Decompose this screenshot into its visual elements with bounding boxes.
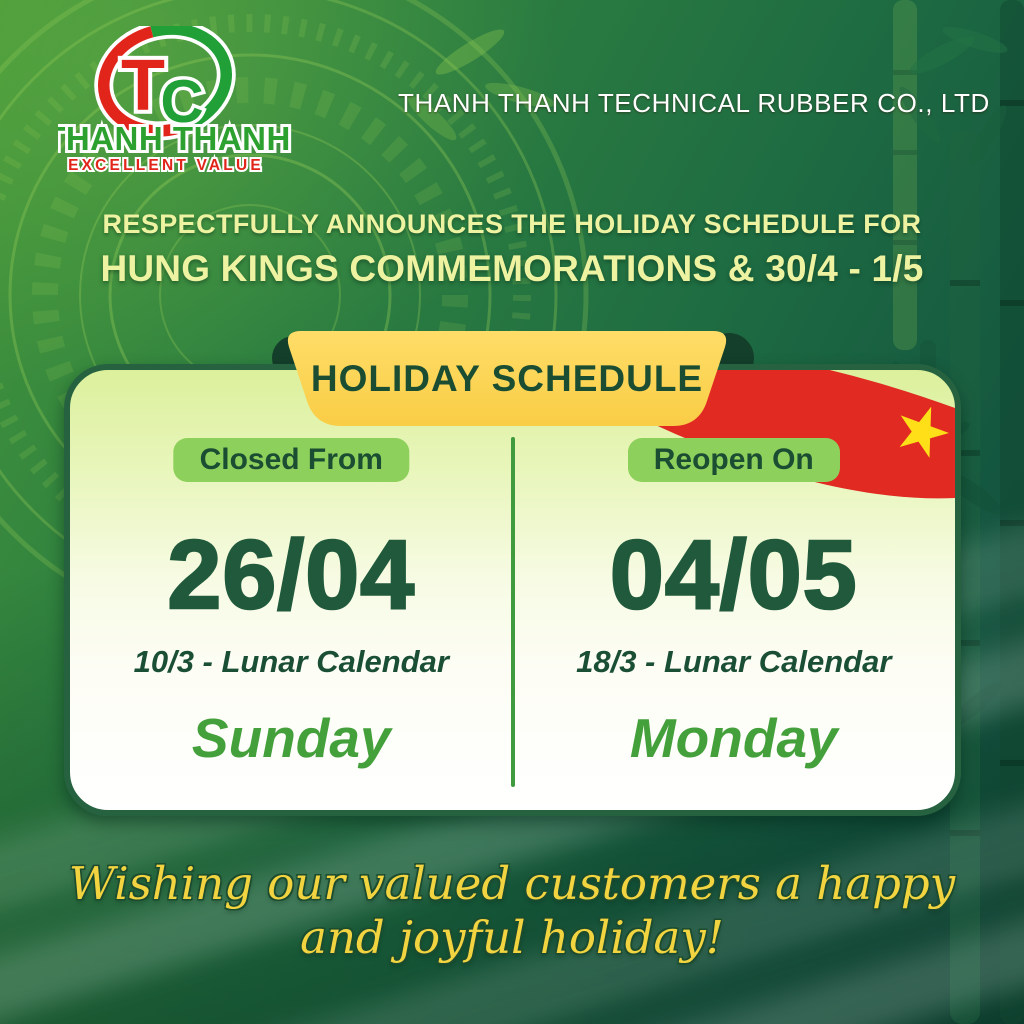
closed-column: Closed From 26/04 10/3 - Lunar Calendar …: [70, 370, 513, 810]
company-name: THANH THANH TECHNICAL RUBBER CO., LTD: [398, 88, 990, 118]
reopen-column: Reopen On 04/05 18/3 - Lunar Calendar Mo…: [513, 370, 956, 810]
closed-date: 26/04: [166, 520, 416, 629]
reopen-date: 04/05: [609, 520, 858, 629]
banner-title: HOLIDAY SCHEDULE: [311, 358, 703, 399]
closed-badge: Closed From: [173, 438, 409, 482]
closed-weekday: Sunday: [191, 707, 391, 769]
announcement: RESPECTFULLY ANNOUNCES THE HOLIDAY SCHED…: [0, 206, 1024, 293]
schedule-columns: Closed From 26/04 10/3 - Lunar Calendar …: [70, 370, 955, 810]
logo-letter-c: C: [160, 68, 203, 135]
reopen-weekday: Monday: [629, 707, 838, 769]
closed-lunar-date: 10/3 - Lunar Calendar: [133, 644, 449, 679]
reopen-lunar-date: 18/3 - Lunar Calendar: [576, 644, 892, 679]
announcement-line2: HUNG KINGS COMMEMORATIONS & 30/4 - 1/5: [100, 248, 924, 289]
wish-line2: and joyful holiday!: [300, 911, 724, 964]
flag-ribbon-icon: [624, 370, 955, 499]
logo-letter-t: T: [121, 46, 165, 126]
holiday-banner: HOLIDAY SCHEDULE: [287, 331, 727, 426]
logo-swoosh-icon: [94, 26, 236, 141]
logo-wordmark: THANH THANH: [58, 120, 291, 157]
logo: T C THANH THANH EXCELLENT VALUE: [58, 26, 293, 176]
bamboo-leaves: [407, 27, 1008, 728]
announcement-line1: RESPECTFULLY ANNOUNCES THE HOLIDAY SCHED…: [102, 209, 922, 239]
schedule-card: Closed From 26/04 10/3 - Lunar Calendar …: [64, 364, 961, 816]
star-icon: [899, 406, 949, 458]
wish-line1: Wishing our valued customers a happy: [68, 857, 956, 910]
logo-tagline: EXCELLENT VALUE: [68, 157, 264, 174]
column-divider: [510, 437, 515, 787]
reopen-badge: Reopen On: [627, 438, 840, 482]
